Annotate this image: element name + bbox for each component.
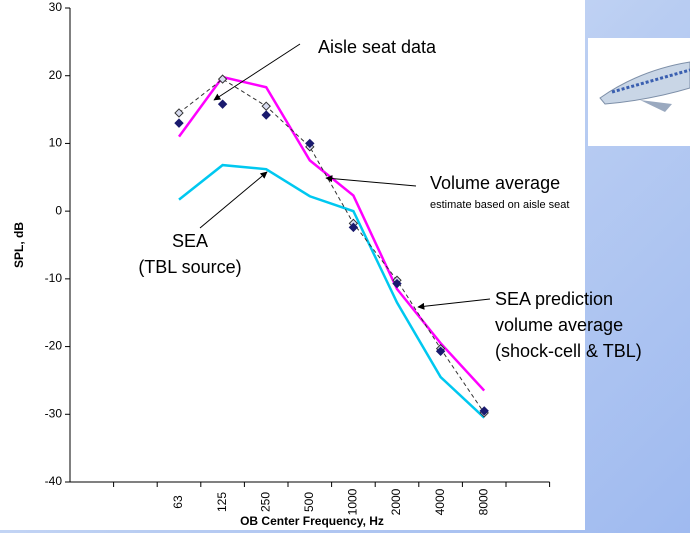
y-tick-label: 0	[55, 203, 62, 217]
data-point	[261, 110, 271, 120]
annotation: SEA prediction	[495, 289, 613, 309]
annotation: (TBL source)	[138, 257, 241, 277]
annotation: (shock-cell & TBL)	[495, 341, 642, 361]
x-tick-label: 500	[302, 492, 316, 512]
y-tick-label: -20	[45, 339, 63, 353]
y-tick-label: -40	[45, 474, 63, 488]
y-tick-label: 10	[49, 136, 63, 150]
series-line	[178, 163, 486, 419]
x-tick-label: 2000	[389, 488, 403, 515]
y-axis-label: SPL, dB	[12, 222, 26, 268]
data-point	[348, 222, 359, 233]
x-tick-label: 63	[171, 495, 185, 509]
annotation: Aisle seat data	[318, 37, 437, 57]
annotation-arrow	[213, 43, 301, 101]
annotation-arrow	[199, 171, 268, 229]
annotation: volume average	[495, 315, 623, 335]
x-tick-label: 8000	[476, 488, 490, 515]
data-point	[305, 138, 315, 149]
data-point	[479, 406, 489, 416]
airplane-picture	[588, 38, 690, 146]
data-point	[174, 108, 184, 118]
annotation: Volume average	[430, 173, 560, 193]
plot: -40 -30 -20 -10 0 10 20 30 63 125 250 500 1000 2000 40…	[45, 0, 551, 515]
annotation-arrow	[325, 175, 417, 187]
x-tick-label: 250	[258, 492, 272, 512]
x-axis-label: OB Center Frequency, Hz	[240, 514, 384, 528]
series-line	[178, 78, 485, 414]
data-point	[261, 101, 271, 111]
chart-panel	[0, 0, 585, 530]
x-tick-label: 1000	[346, 488, 360, 515]
data-point	[174, 118, 184, 128]
annotation-arrow	[417, 298, 491, 310]
data-point	[217, 74, 228, 84]
data-point	[392, 278, 402, 289]
data-point	[435, 346, 446, 357]
y-tick-label: -10	[45, 271, 63, 285]
annotation: SEA	[172, 231, 208, 251]
x-tick-label: 4000	[433, 488, 447, 515]
annotation: estimate based on aisle seat	[430, 199, 569, 211]
y-tick-label: -30	[45, 406, 63, 420]
y-tick-label: 30	[49, 0, 63, 14]
y-tick-label: 20	[49, 68, 63, 82]
x-tick-label: 125	[215, 492, 229, 512]
data-point	[217, 99, 228, 109]
